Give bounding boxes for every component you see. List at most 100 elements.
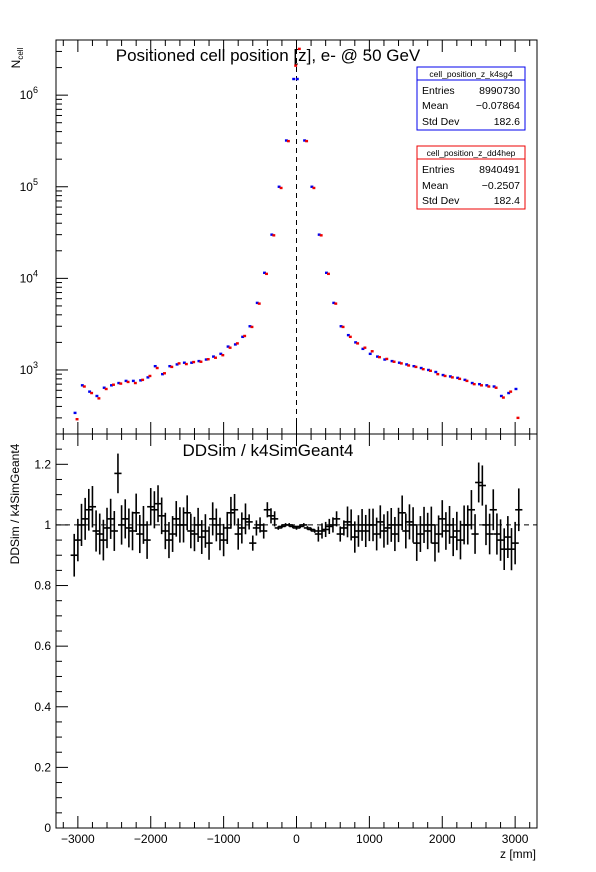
top-point-dd4hep <box>90 391 94 395</box>
top-point-k4sg4 <box>354 341 358 344</box>
top-point-k4sg4 <box>499 394 503 398</box>
top-point-dd4hep <box>465 379 469 383</box>
top-point-dd4hep <box>177 362 181 365</box>
stat-box-k4sg4-entries-value: 8990730 <box>479 85 520 97</box>
stat-box-k4sg4-frame <box>416 66 526 131</box>
top-point-k4sg4 <box>310 185 314 188</box>
bottom-x-tick-label: 3000 <box>502 832 529 846</box>
top-point-k4sg4 <box>419 366 423 370</box>
top-point-dd4hep <box>214 356 217 359</box>
top-point-k4sg4 <box>190 361 194 364</box>
top-ylabel: Ncell <box>9 47 25 68</box>
top-point-k4sg4 <box>284 139 288 142</box>
top-point-k4sg4 <box>117 381 121 385</box>
top-point-dd4hep <box>385 357 389 361</box>
top-point-k4sg4 <box>434 370 438 374</box>
bottom-y-tick-label: 1.2 <box>34 457 51 471</box>
top-point-dd4hep <box>334 302 338 305</box>
top-point-dd4hep <box>119 382 123 385</box>
bottom-y-tick-label: 0.6 <box>34 639 51 653</box>
top-point-k4sg4 <box>368 352 372 356</box>
top-point-k4sg4 <box>277 185 281 188</box>
top-point-k4sg4 <box>346 333 350 337</box>
stat-box-dd4hep-stddev-value: 182.4 <box>494 195 520 207</box>
top-point-dd4hep <box>257 302 261 305</box>
top-point-dd4hep <box>450 376 454 379</box>
top-point-k4sg4 <box>153 364 157 368</box>
top-point-dd4hep <box>458 377 462 381</box>
bottom-xlabel: z [mm] <box>500 847 536 861</box>
top-y-tick-label: 105 <box>20 177 38 194</box>
top-point-dd4hep <box>97 397 101 400</box>
bottom-y-axis: 0 0.2 0.4 0.6 0.8 1 1.2 <box>34 433 68 835</box>
top-point-k4sg4 <box>80 384 84 387</box>
top-pad: Positioned cell position [z], e- @ 50 Ge… <box>9 39 538 435</box>
stat-box-dd4hep-title: cell_position_z_dd4hep <box>427 148 516 158</box>
top-point-k4sg4 <box>168 364 172 368</box>
top-point-k4sg4 <box>255 301 259 305</box>
top-point-k4sg4 <box>295 77 299 81</box>
top-point-dd4hep <box>494 386 498 389</box>
top-point-dd4hep <box>319 234 323 237</box>
top-point-dd4hep <box>221 353 225 357</box>
top-point-dd4hep <box>370 350 374 353</box>
top-y-tick-base: 10 <box>20 363 34 377</box>
top-y-tick-exp: 6 <box>33 85 38 95</box>
top-y-tick-base: 10 <box>20 180 34 194</box>
top-point-dd4hep <box>148 374 152 378</box>
bottom-y-tick-label: 1 <box>44 518 51 532</box>
top-point-dd4hep <box>75 418 79 421</box>
top-point-k4sg4 <box>470 381 474 385</box>
top-point-dd4hep <box>407 364 411 367</box>
top-y-tick-label: 106 <box>20 85 38 102</box>
top-point-k4sg4 <box>317 233 321 236</box>
bottom-x-tick-label: 2000 <box>429 832 456 846</box>
top-point-dd4hep <box>112 383 115 386</box>
top-point-k4sg4 <box>95 394 99 398</box>
top-point-k4sg4 <box>219 352 223 356</box>
top-point-k4sg4 <box>248 325 252 328</box>
top-point-k4sg4 <box>233 343 237 346</box>
top-point-dd4hep <box>294 64 298 67</box>
top-point-dd4hep <box>327 272 330 276</box>
top-point-k4sg4 <box>292 77 296 81</box>
top-point-dd4hep <box>279 186 283 190</box>
bottom-series-layer <box>70 453 523 577</box>
top-point-k4sg4 <box>161 372 164 376</box>
top-point-dd4hep <box>472 382 476 386</box>
top-point-k4sg4 <box>139 379 143 382</box>
top-point-k4sg4 <box>263 271 266 275</box>
top-y-tick-base: 10 <box>20 88 34 102</box>
top-point-dd4hep <box>392 360 396 363</box>
top-point-k4sg4 <box>146 376 150 379</box>
top-y-tick-label: 104 <box>20 268 38 285</box>
top-point-k4sg4 <box>485 384 489 387</box>
top-point-dd4hep <box>141 378 145 382</box>
top-point-k4sg4 <box>361 347 365 351</box>
top-point-k4sg4 <box>405 363 409 366</box>
top-point-dd4hep <box>133 381 137 385</box>
top-point-k4sg4 <box>456 376 460 380</box>
top-point-dd4hep <box>305 139 309 143</box>
top-point-dd4hep <box>356 342 360 345</box>
top-point-dd4hep <box>286 139 290 143</box>
top-point-k4sg4 <box>383 358 387 361</box>
top-point-k4sg4 <box>73 411 77 415</box>
stat-box-k4sg4-mean-label: Mean <box>422 100 448 112</box>
top-point-dd4hep <box>163 372 166 375</box>
top-point-dd4hep <box>82 385 86 388</box>
bottom-y-tick-label: 0.8 <box>34 579 51 593</box>
top-point-k4sg4 <box>427 368 430 372</box>
bottom-x-axis: −3000 −2000 −1000 0 1000 2000 3000 <box>61 434 531 846</box>
bottom-x-tick-label: 1000 <box>356 832 383 846</box>
bottom-title: DDSim / k4SimGeant4 <box>183 441 354 460</box>
top-y-tick-exp: 5 <box>33 177 38 187</box>
top-point-k4sg4 <box>412 364 416 368</box>
stat-box-dd4hep-frame <box>416 145 526 210</box>
top-point-dd4hep <box>297 47 301 51</box>
top-point-k4sg4 <box>332 301 336 305</box>
top-point-dd4hep <box>228 346 232 349</box>
top-point-k4sg4 <box>110 384 113 387</box>
stat-box-k4sg4-entries-label: Entries <box>422 85 455 97</box>
